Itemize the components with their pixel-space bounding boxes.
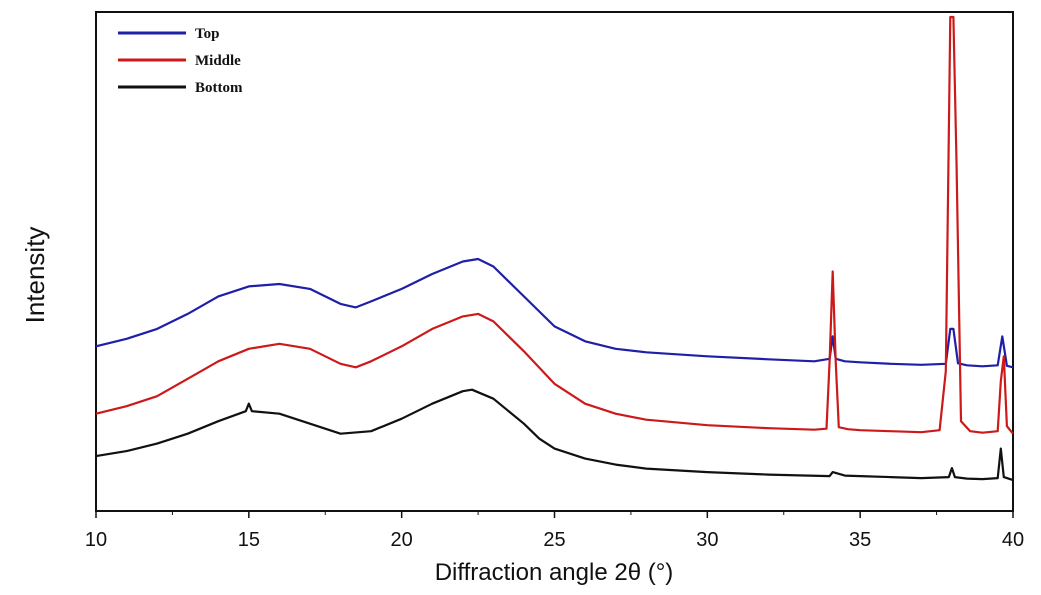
x-tick-label: 15 [238,529,260,551]
x-axis: 10 15 20 25 30 35 40 [85,511,1024,551]
legend-label-top: Top [195,26,219,42]
x-axis-title: Diffraction angle 2θ (°) [435,559,674,586]
x-tick-label: 10 [85,529,107,551]
x-tick-label: 30 [696,529,718,551]
legend-label-bottom: Bottom [195,80,243,96]
x-tick-label: 25 [543,529,565,551]
x-tick-label: 40 [1002,529,1024,551]
series-layer [95,15,1014,482]
plot-frame [95,11,1014,512]
x-tick-label: 35 [849,529,871,551]
legend: Top Middle Bottom [118,26,243,96]
series-line-middle [95,15,1014,435]
y-axis-title: Intensity [20,227,50,324]
x-tick-label: 20 [391,529,413,551]
legend-label-middle: Middle [195,53,241,69]
series-line-bottom [95,388,1014,482]
series-line-top [95,257,1014,369]
